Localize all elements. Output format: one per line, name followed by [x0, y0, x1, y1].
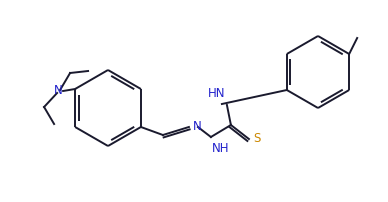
Text: N: N [54, 84, 62, 98]
Text: HN: HN [208, 87, 226, 100]
Text: S: S [253, 133, 260, 145]
Text: NH: NH [212, 142, 229, 155]
Text: N: N [193, 121, 202, 134]
